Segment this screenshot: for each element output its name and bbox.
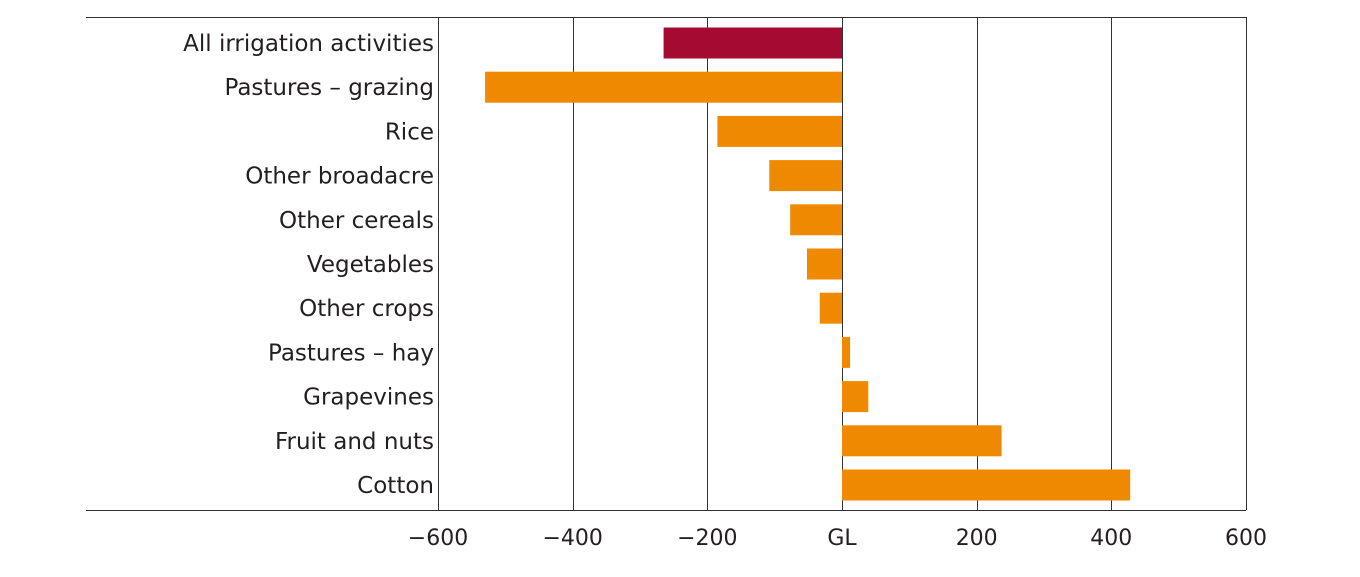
bars — [485, 27, 1131, 501]
category-label-7: Pastures – hay — [268, 340, 434, 366]
axis-frame — [86, 17, 1246, 511]
x-tick-label-1: −400 — [542, 526, 602, 551]
x-tick-label-3: GL — [827, 526, 857, 551]
category-label-0: All irrigation activities — [183, 31, 434, 57]
x-tick-label-2: −200 — [677, 526, 737, 551]
category-label-6: Other crops — [299, 296, 434, 322]
x-tick-label-0: −600 — [408, 526, 468, 551]
category-label-8: Grapevines — [303, 385, 434, 411]
category-labels: All irrigation activities Pastures – graz… — [183, 31, 434, 499]
bar-9 — [842, 425, 1002, 457]
bar-10 — [842, 469, 1131, 501]
bar-3 — [769, 160, 842, 192]
bar-7 — [842, 336, 851, 368]
bar-4 — [790, 204, 842, 236]
bar-2 — [717, 115, 842, 147]
category-label-5: Vegetables — [307, 252, 434, 278]
bar-6 — [819, 292, 842, 324]
category-label-3: Other broadacre — [245, 164, 434, 190]
category-label-2: Rice — [385, 119, 434, 145]
x-tick-label-6: 600 — [1225, 526, 1267, 551]
bar-8 — [842, 381, 869, 413]
category-label-9: Fruit and nuts — [275, 429, 434, 455]
category-label-10: Cotton — [357, 473, 434, 499]
x-tick-label-5: 400 — [1090, 526, 1132, 551]
category-label-4: Other cereals — [279, 208, 434, 234]
bar-1 — [485, 71, 842, 103]
x-tick-label-4: 200 — [956, 526, 998, 551]
category-label-1: Pastures – grazing — [224, 75, 434, 101]
bar-0 — [663, 27, 842, 59]
x-tick-labels: −600 −400 −200 GL 200 400 600 — [408, 526, 1267, 551]
bar-5 — [807, 248, 842, 280]
